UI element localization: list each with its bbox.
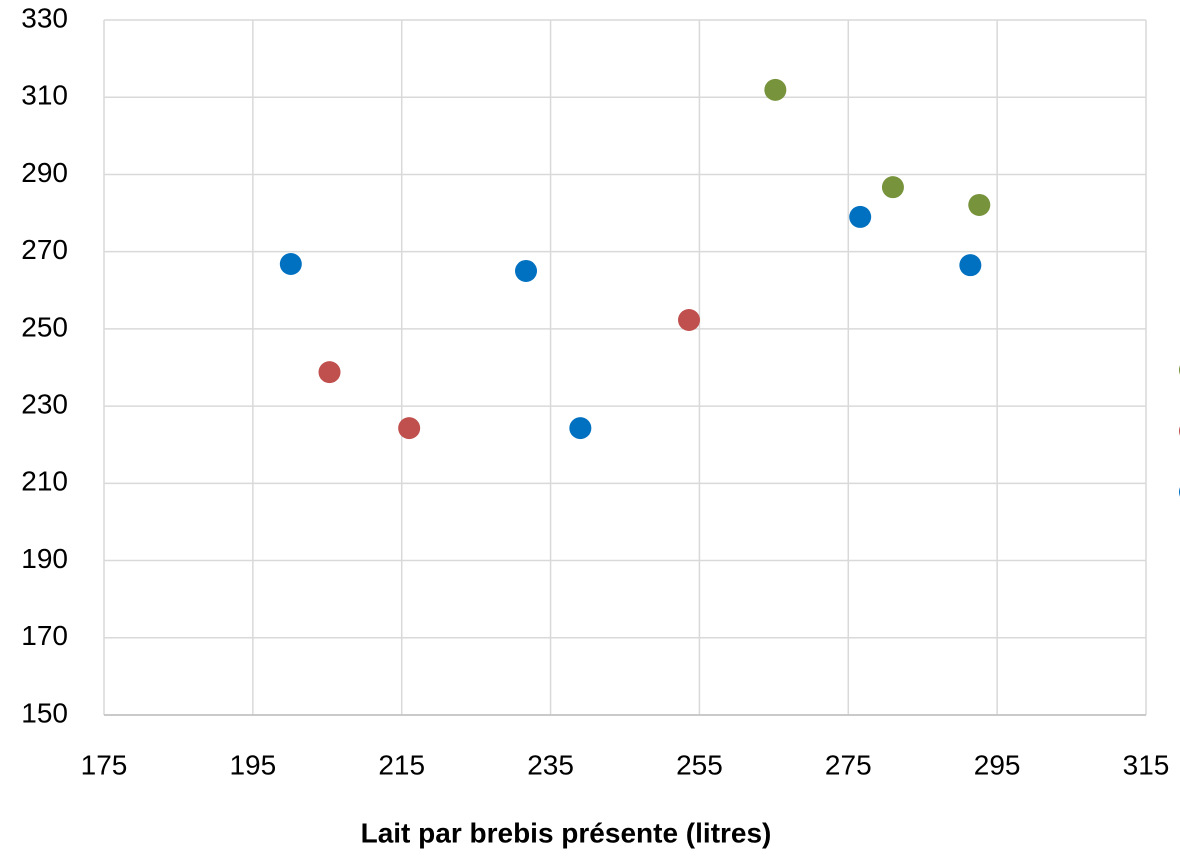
y-tick-label: 290 [21,157,68,188]
point [318,361,341,384]
y-tick-label: 330 [21,2,68,33]
point [764,78,787,101]
x-tick-label: 255 [676,749,723,780]
point [968,193,991,216]
y-tick-label: 310 [21,80,68,111]
x-tick-label: 195 [229,749,276,780]
x-tick-label: 295 [974,749,1021,780]
point [279,253,302,276]
x-tick-label: 235 [527,749,574,780]
x-axis-title: Lait par brebis présente (litres) [361,817,772,848]
y-tick-label: 210 [21,466,68,497]
y-tick-label: 230 [21,389,68,420]
x-tick-label: 215 [378,749,425,780]
point [398,417,421,440]
point [959,254,982,277]
point [678,309,701,332]
point [881,176,904,199]
x-tick-label: 175 [81,749,128,780]
point [569,417,592,440]
y-tick-label: 170 [21,620,68,651]
x-tick-label: 275 [825,749,872,780]
y-tick-label: 250 [21,311,68,342]
x-tick-label: 315 [1123,749,1170,780]
y-tick-label: 270 [21,234,68,265]
point [849,205,872,228]
point [515,259,538,282]
y-tick-label: 190 [21,543,68,574]
y-tick-label: 150 [21,697,68,728]
